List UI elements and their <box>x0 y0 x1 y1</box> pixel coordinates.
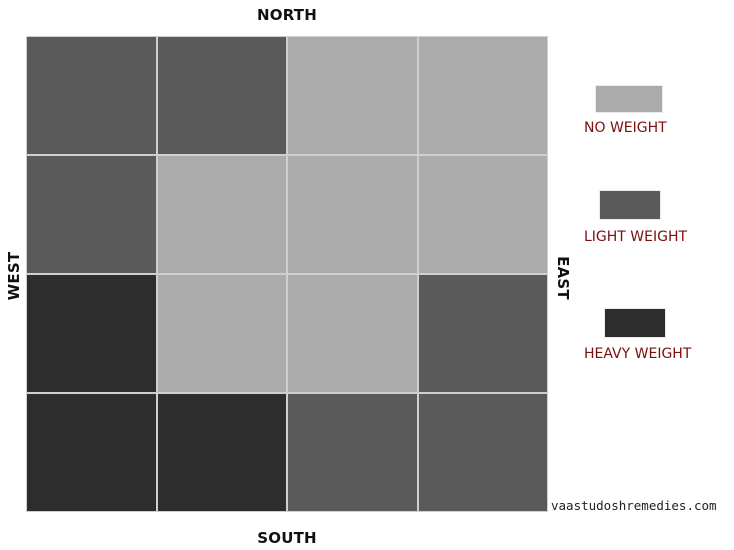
grid-cell-r1-c3-none <box>288 37 417 154</box>
grid-cell-r3-c2-none <box>157 275 286 392</box>
east-label: EAST <box>554 256 572 300</box>
grid-cell-r4-c4-light <box>418 394 547 511</box>
grid-cell-r3-c1-heavy <box>27 275 156 392</box>
south-label: SOUTH <box>257 529 317 547</box>
legend-swatch-no-weight <box>596 86 662 112</box>
legend-swatch-heavy-weight <box>605 309 665 337</box>
grid-cell-r4-c1-heavy <box>27 394 156 511</box>
grid-cell-r2-c1-light <box>27 156 156 273</box>
grid-cell-r2-c4-none <box>418 156 547 273</box>
grid-cell-r1-c1-light <box>27 37 156 154</box>
grid-cell-r4-c2-heavy <box>157 394 286 511</box>
grid-cell-r2-c3-none <box>288 156 417 273</box>
north-label: NORTH <box>257 6 317 24</box>
grid-cell-r2-c2-none <box>157 156 286 273</box>
legend-swatch-light-weight <box>600 191 660 219</box>
grid-cell-r3-c4-light <box>418 275 547 392</box>
legend-label-light-weight: LIGHT WEIGHT <box>584 229 688 245</box>
grid-cell-r1-c2-light <box>157 37 286 154</box>
grid-cell-r4-c3-light <box>288 394 417 511</box>
legend-label-heavy-weight: HEAVY WEIGHT <box>584 346 692 362</box>
grid-cell-r3-c3-none <box>288 275 417 392</box>
west-label: WEST <box>5 251 23 301</box>
watermark: vaastudoshremedies.com <box>551 498 717 513</box>
legend-label-no-weight: NO WEIGHT <box>584 120 667 136</box>
weight-grid <box>26 36 548 512</box>
grid-cell-r1-c4-none <box>418 37 547 154</box>
